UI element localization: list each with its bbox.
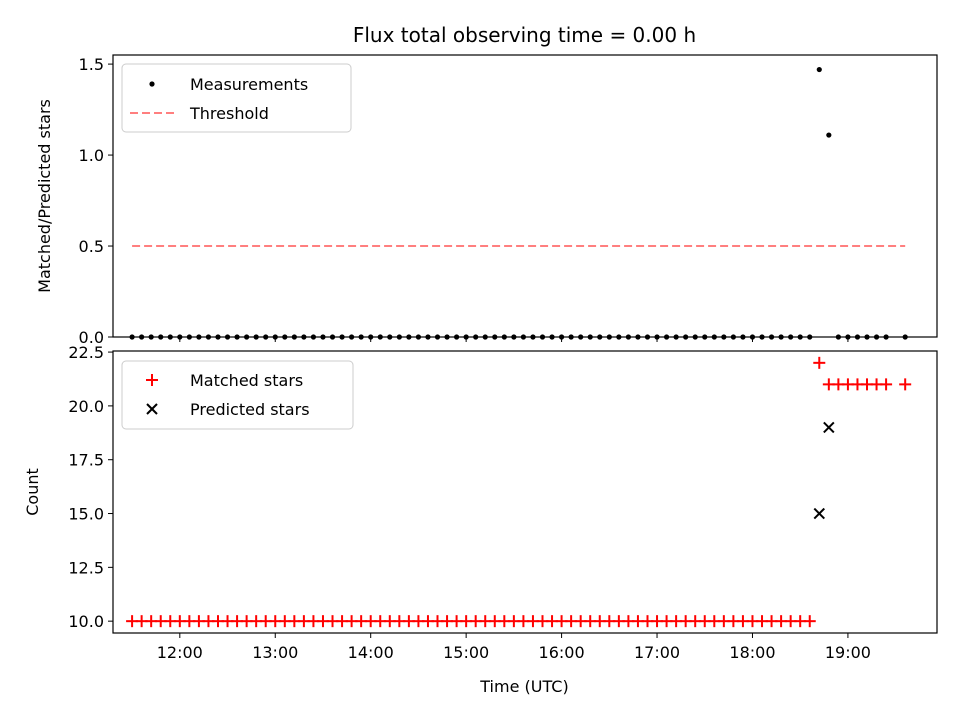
predicted-star-point bbox=[823, 421, 835, 434]
top-legend-box bbox=[121, 63, 352, 133]
predicted-star-point bbox=[813, 507, 825, 520]
bottom-y-tick-label: 12.5 bbox=[68, 558, 104, 577]
predicted-star-mark-b bbox=[813, 507, 825, 520]
top-plot-panel: 0.0 0.5 1.0 1.5 Matched/Predicted stars Mea… bbox=[35, 54, 938, 347]
matched-stars-series bbox=[126, 356, 912, 628]
top-y-tick-label: 1.5 bbox=[79, 55, 104, 74]
bottom-y-tick-label: 22.5 bbox=[68, 343, 104, 362]
matched-star-point bbox=[899, 378, 912, 391]
bottom-x-tick-label: 19:00 bbox=[825, 643, 871, 662]
top-y-tick-label: 0.0 bbox=[79, 328, 104, 347]
bottom-x-tick-label: 18:00 bbox=[729, 643, 775, 662]
top-y-tick-label: 1.0 bbox=[79, 146, 104, 165]
legend-predicted-marker bbox=[146, 403, 158, 415]
bottom-x-tick-label: 15:00 bbox=[443, 643, 489, 662]
matched-star-point bbox=[880, 378, 893, 391]
legend-predicted-label: Predicted stars bbox=[190, 400, 310, 419]
top-y-tick-label: 0.5 bbox=[79, 237, 104, 256]
legend-matched-marker bbox=[146, 374, 158, 386]
measurements-series bbox=[129, 66, 908, 340]
bottom-x-tick-label: 16:00 bbox=[539, 643, 585, 662]
bottom-plot-panel: 10.0 12.5 15.0 17.5 20.0 22.5 12:00 13:00 14:00… bbox=[23, 343, 938, 696]
bottom-y-axis: 10.0 12.5 15.0 17.5 20.0 22.5 bbox=[68, 343, 113, 631]
legend-matched-label: Matched stars bbox=[190, 371, 303, 390]
matched-star-point bbox=[813, 356, 826, 369]
measurement-point bbox=[826, 132, 832, 138]
predicted-stars-series bbox=[813, 421, 835, 520]
top-plot-frame bbox=[112, 54, 938, 338]
legend-measurements-label: Measurements bbox=[190, 75, 308, 94]
bottom-plot-frame bbox=[112, 350, 938, 634]
measurement-point bbox=[816, 66, 822, 73]
bottom-x-axis: 12:00 13:00 14:00 15:00 16:00 17:00 18:00 19:00 bbox=[157, 633, 871, 662]
bottom-y-tick-label: 20.0 bbox=[68, 397, 104, 416]
top-y-axis-label: Matched/Predicted stars bbox=[35, 99, 54, 293]
top-x-axis-ticks bbox=[179, 337, 849, 342]
top-y-axis: 0.0 0.5 1.0 1.5 bbox=[79, 55, 113, 347]
chart-title: Flux total observing time = 0.00 h bbox=[353, 23, 696, 47]
predicted-star-mark-b bbox=[823, 421, 835, 434]
bottom-y-axis-label: Count bbox=[23, 468, 42, 516]
x-axis-label: Time (UTC) bbox=[479, 677, 568, 696]
bottom-x-tick-label: 17:00 bbox=[634, 643, 680, 662]
legend-threshold-label: Threshold bbox=[189, 104, 269, 123]
bottom-x-tick-label: 12:00 bbox=[157, 643, 203, 662]
legend-measurements-marker bbox=[149, 81, 155, 87]
bottom-legend: Matched stars Predicted stars bbox=[121, 360, 354, 430]
bottom-y-tick-label: 10.0 bbox=[68, 612, 104, 631]
top-legend: Measurements Threshold bbox=[121, 63, 352, 133]
bottom-y-tick-label: 17.5 bbox=[68, 451, 104, 470]
bottom-legend-box bbox=[121, 360, 354, 430]
bottom-x-tick-label: 13:00 bbox=[252, 643, 298, 662]
bottom-y-tick-label: 15.0 bbox=[68, 505, 104, 524]
bottom-x-tick-label: 14:00 bbox=[348, 643, 394, 662]
matched-star-point bbox=[803, 615, 816, 628]
